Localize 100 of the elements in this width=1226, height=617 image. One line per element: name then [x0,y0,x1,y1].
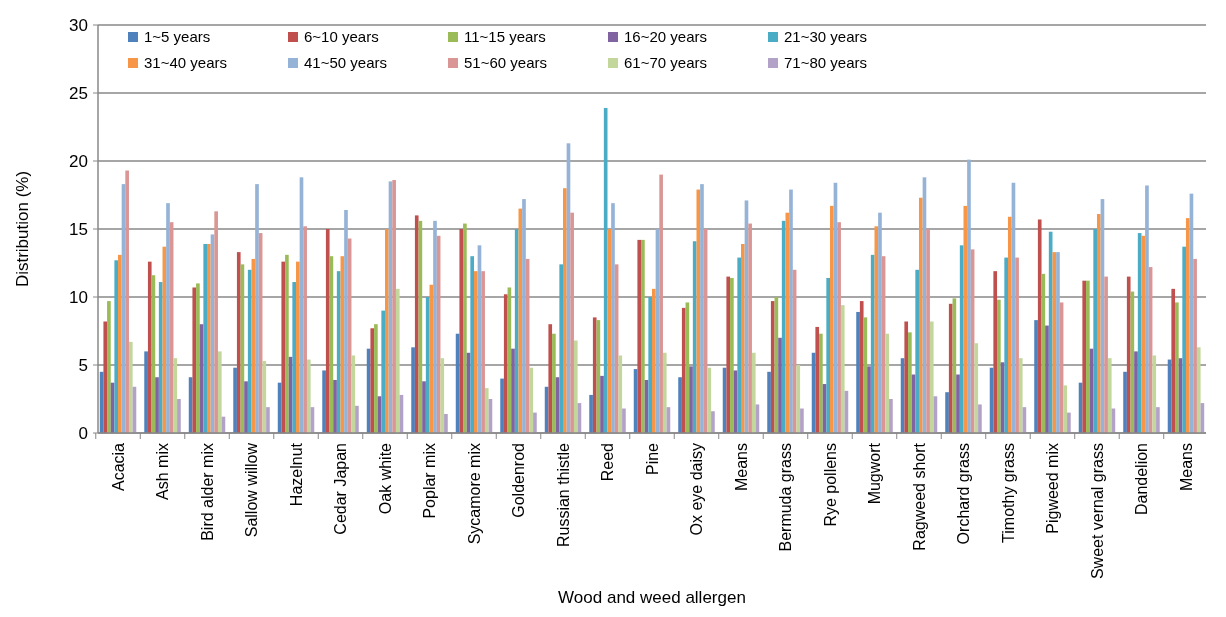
bar [196,283,200,433]
x-tick-label: Timothy grass [999,443,1017,543]
bar [1145,185,1149,433]
bar [266,407,270,433]
legend-label: 21~30 years [784,28,867,46]
bar [333,379,337,433]
x-tick-label: Mugwort [866,442,884,505]
legend-label: 11~15 years [464,28,546,46]
bar [306,359,311,433]
bar [592,317,597,433]
bar [411,347,415,433]
bar [662,352,667,433]
bar [689,366,693,433]
x-tick-label: Dandelion [1133,443,1151,516]
bar [789,189,793,433]
bar [1104,276,1108,433]
bar [878,212,882,433]
bar [622,408,626,433]
bar [770,301,775,433]
bar [837,222,841,433]
bar [637,239,642,433]
bar [918,197,923,433]
bar [203,243,208,433]
bar [1067,412,1071,433]
x-tick-label: Goldenrod [510,443,528,518]
bar [652,288,656,433]
bar [303,226,307,433]
bar [1007,216,1012,433]
bar [325,229,330,433]
bar [826,277,830,433]
bar [500,378,504,433]
bar [244,381,248,433]
bar [778,337,782,433]
bar [856,311,860,433]
legend-label: 6~10 years [304,28,379,46]
x-tick-label: Oak white [376,442,394,515]
bar [800,408,804,433]
bar [214,211,218,433]
bar [711,411,715,433]
bar [926,229,930,433]
y-tick-label: 20 [69,151,88,171]
bar [262,360,267,433]
bar [751,352,756,433]
bar [815,326,820,433]
bar [125,170,129,433]
bar [707,367,712,433]
legend-label: 71~80 years [784,54,867,72]
bar [381,310,386,433]
bar [885,333,890,433]
bar [374,324,378,433]
bar [908,332,912,433]
bar [166,203,170,433]
x-tick-label: Means [732,443,750,492]
bar [997,299,1001,433]
bar [511,348,515,433]
bar [696,189,701,433]
bar [1182,246,1186,433]
bar [147,261,152,433]
x-tick-label: Reed [599,443,617,482]
y-tick-label: 5 [78,355,88,375]
x-tick-label: Bird alder mix [198,443,216,541]
bar [292,282,297,433]
bar [463,223,467,433]
x-tick-label: Sycamore mix [465,443,483,545]
bar [322,370,326,433]
bar [1037,219,1042,433]
bar [1141,235,1146,433]
legend-label: 51~60 years [464,54,547,72]
bar [1034,320,1038,433]
bar [829,205,834,433]
bar [1126,276,1131,433]
bar [963,205,968,433]
bar [236,252,241,433]
bar [296,261,300,433]
bar [956,374,960,433]
bar [414,215,419,433]
bar [474,271,478,433]
bar [648,297,652,433]
x-tick-label: Pigweed mix [1044,443,1062,534]
bar [155,377,159,433]
bar [948,303,953,433]
bar [1156,407,1160,433]
bar [563,188,567,433]
legend-label: 31~40 years [144,54,227,72]
bar [993,271,998,433]
x-tick-label: Means [1177,443,1195,492]
bar [730,277,734,433]
y-axis-title: Distribution (%) [13,170,32,288]
x-tick-label: Russian thistle [554,442,572,548]
bar [173,358,178,433]
bar [107,301,111,433]
bar [1175,302,1179,433]
x-tick-label: Poplar mix [421,443,439,519]
bar [974,343,979,433]
x-tick-label: Acacia [109,442,127,492]
bar [1096,214,1101,433]
bar [603,107,608,433]
bar [726,276,731,433]
bar [1018,358,1023,433]
bar [681,307,686,433]
